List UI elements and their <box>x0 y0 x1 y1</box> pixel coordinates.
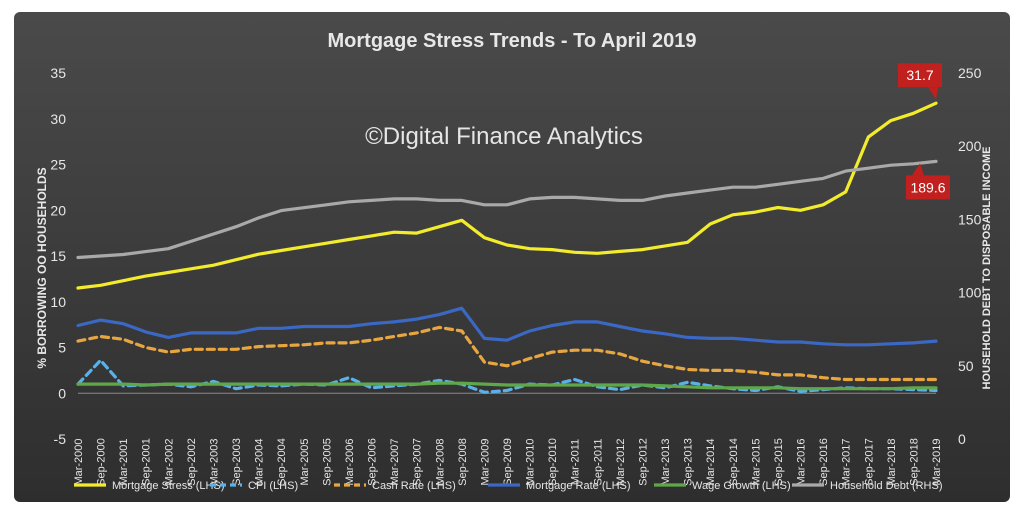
x-tick-label: Mar-2019 <box>931 438 943 485</box>
axes: -5 0 5 10 15 20 25 30 35 0 50 100 150 200 250 Mar-2000 S… <box>50 65 981 486</box>
legend-label: Wage Growth (LHS) <box>692 480 791 492</box>
legend-label: Mortgage Stress (LHS) <box>112 480 224 492</box>
y-left-tick-label: -5 <box>54 431 67 447</box>
x-tick-label: Sep-2006 <box>367 438 379 486</box>
x-tick-label: Sep-2001 <box>141 438 153 486</box>
x-tick-label: Mar-2005 <box>299 438 311 485</box>
legend: Mortgage Stress (LHS) CPI (LHS) Cash Rate … <box>74 480 943 492</box>
chart-background <box>14 12 1010 502</box>
legend-label: Cash Rate (LHS) <box>372 480 456 492</box>
x-tick-label: Mar-2015 <box>750 438 762 485</box>
x-tick-label: Sep-2015 <box>773 438 785 486</box>
y-left-tick-label: 10 <box>50 294 66 310</box>
x-tick-label: Mar-2018 <box>886 438 898 485</box>
x-tick-label: Sep-2005 <box>321 438 333 486</box>
x-tick-label: Mar-2009 <box>479 438 491 485</box>
callout-box <box>898 63 942 88</box>
callout-label: 31.7 <box>906 67 933 83</box>
y-right-tick-label: 100 <box>958 285 982 301</box>
x-tick-label: Sep-2007 <box>412 438 424 486</box>
x-tick-label: Sep-2018 <box>908 438 920 486</box>
x-tick-label: Sep-2012 <box>637 438 649 486</box>
x-tick-label: Mar-2013 <box>660 438 672 485</box>
x-tick-label: Sep-2009 <box>502 438 514 486</box>
x-tick-label: Mar-2003 <box>208 438 220 485</box>
x-tick-label: Sep-2010 <box>547 438 559 486</box>
x-tick-label: Mar-2012 <box>615 438 627 485</box>
x-tick-label: Mar-2016 <box>796 438 808 485</box>
x-tick-label: Mar-2001 <box>118 438 130 485</box>
series-line-mortgage-stress <box>76 101 938 290</box>
series-line-wage-growth <box>76 381 938 391</box>
y-right-tick-label: 50 <box>958 358 974 374</box>
y-left-tick-label: 30 <box>50 111 66 127</box>
series-line-mortgage-rate <box>76 306 938 347</box>
chart: Mortgage Stress Trends - To April 2019 ©… <box>14 12 1010 502</box>
watermark: ©Digital Finance Analytics <box>365 123 643 150</box>
legend-label: Mortgage Rate (LHS) <box>526 480 631 492</box>
x-tick-label: Mar-2011 <box>570 439 582 485</box>
y-right-tick-label: 0 <box>958 431 966 447</box>
x-tick-label: Mar-2006 <box>344 438 356 485</box>
series-line-cash-rate <box>76 325 938 382</box>
x-tick-label: Mar-2002 <box>163 438 175 485</box>
callout-label: 189.6 <box>910 179 945 195</box>
y-left-tick-label: 20 <box>50 202 66 218</box>
x-tick-label: Mar-2008 <box>434 438 446 485</box>
y-axis-left-label: % BORROWING OO HOUSEHOLDS <box>35 167 49 368</box>
legend-label: CPI (LHS) <box>248 480 298 492</box>
x-tick-label: Mar-2010 <box>525 438 537 485</box>
x-tick-label: Sep-2003 <box>231 438 243 486</box>
y-axis-right-label: HOUSEHOLD DEBT TO DISPOSABLE INCOME <box>981 146 993 389</box>
x-tick-label: Sep-2008 <box>457 438 469 486</box>
x-tick-label: Sep-2016 <box>818 438 830 486</box>
x-tick-label: Mar-2000 <box>73 438 85 485</box>
y-left-tick-label: 35 <box>50 65 66 81</box>
x-tick-label: Sep-2014 <box>728 438 740 486</box>
callout-box <box>906 175 950 200</box>
x-tick-label: Mar-2004 <box>254 438 266 485</box>
y-right-tick-label: 150 <box>958 211 982 227</box>
x-tick-label: Mar-2014 <box>705 438 717 485</box>
y-left-tick-label: 15 <box>50 248 66 264</box>
y-left-tick-label: 0 <box>58 385 66 401</box>
x-tick-label: Sep-2002 <box>186 438 198 486</box>
y-right-tick-label: 250 <box>958 65 982 81</box>
y-left-tick-label: 25 <box>50 157 66 173</box>
series-line-household-debt <box>76 159 938 260</box>
y-right-tick-label: 200 <box>958 138 982 154</box>
callout-pointer <box>928 87 938 100</box>
legend-label: Household Debt (RHS) <box>830 480 943 492</box>
y-left-tick-label: 5 <box>58 340 66 356</box>
x-tick-label: Sep-2013 <box>683 438 695 486</box>
callout-pointer <box>912 163 924 176</box>
annotations: 31.7 189.6 <box>898 63 950 200</box>
x-tick-label: Sep-2004 <box>276 438 288 486</box>
series-lines <box>76 101 938 394</box>
x-tick-label: Sep-2017 <box>863 438 875 486</box>
chart-title: Mortgage Stress Trends - To April 2019 <box>328 30 697 52</box>
chart-frame: Mortgage Stress Trends - To April 2019 ©… <box>14 12 1010 502</box>
x-tick-label: Mar-2017 <box>841 438 853 485</box>
x-tick-label: Mar-2007 <box>389 438 401 485</box>
x-tick-label: Sep-2000 <box>96 438 108 486</box>
x-tick-label: Sep-2011 <box>592 439 604 486</box>
